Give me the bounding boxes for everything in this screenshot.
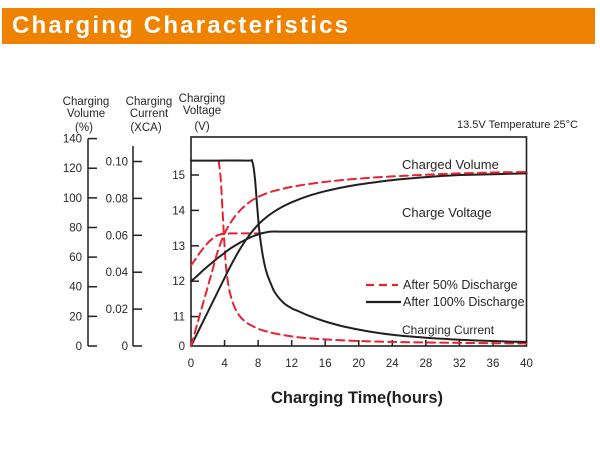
svg-text:Charging: Charging	[179, 93, 226, 105]
curve-charge_voltage_100	[190, 230, 528, 283]
x-tick-label: 0	[188, 358, 194, 370]
current-axis-title: Charging Current (XCA)	[126, 96, 173, 134]
voltage-tick-label: 0	[179, 341, 185, 353]
charge-voltage-label: Charge Voltage	[402, 205, 492, 220]
curve-charging_current_50	[217, 159, 528, 345]
volume-tick-label: 140	[63, 134, 82, 146]
current-tick-label: 0.04	[106, 267, 129, 279]
voltage-tick-label: 12	[172, 276, 185, 288]
volume-tick-label: 100	[63, 193, 82, 205]
page-title: Charging Characteristics	[12, 12, 351, 39]
current-tick-label: 0.10	[106, 157, 128, 169]
x-tick-label: 36	[487, 358, 500, 370]
x-axis-title: Charging Time(hours)	[271, 389, 443, 407]
legend-label-50: After 50% Discharge	[403, 278, 518, 292]
x-tick-label: 8	[255, 358, 261, 370]
charging-current-label: Charging Current	[402, 323, 495, 337]
svg-text:Volume: Volume	[67, 108, 105, 120]
voltage-tick-label: 11	[173, 312, 185, 324]
legend: After 50% Discharge After 100% Discharge	[366, 278, 525, 309]
x-tick-label: 20	[352, 358, 365, 370]
curve-charge_voltage_50	[190, 232, 264, 267]
x-tick-label: 4	[221, 358, 228, 370]
x-tick-label: 32	[453, 358, 466, 370]
svg-text:Current: Current	[130, 108, 169, 120]
current-tick-label: 0.02	[106, 304, 128, 316]
voltage-tick-label: 13	[172, 241, 185, 253]
volume-tick-label: 0	[76, 341, 82, 353]
x-tick-label: 16	[319, 358, 332, 370]
volume-axis-title: Charging Volume (%)	[63, 96, 110, 134]
volume-tick-label: 80	[69, 222, 82, 234]
legend-label-100: After 100% Discharge	[403, 295, 525, 309]
svg-text:Voltage: Voltage	[183, 105, 221, 117]
volume-tick-label: 120	[63, 163, 82, 175]
volume-tick-label: 20	[69, 311, 82, 323]
x-tick-label: 28	[419, 358, 432, 370]
curve-charged_volume_100	[190, 172, 528, 347]
plot-curves	[190, 159, 528, 347]
voltage-tick-label: 15	[172, 170, 185, 182]
header-bar: Charging Characteristics	[2, 8, 595, 44]
charged-volume-label: Charged Volume	[402, 157, 499, 172]
svg-text:(XCA): (XCA)	[130, 122, 161, 134]
x-tick-label: 40	[520, 358, 533, 370]
svg-text:Charging: Charging	[126, 96, 173, 108]
axes-ticks	[87, 137, 494, 347]
voltage-axis-title: Charging Voltage (V)	[179, 93, 226, 133]
curve-charging_current_100	[190, 159, 528, 343]
curve-charged_volume_50	[190, 170, 528, 347]
svg-text:Charging: Charging	[63, 96, 110, 108]
voltage-tick-label: 14	[172, 205, 185, 217]
x-tick-label: 24	[386, 358, 399, 370]
condition-label: 13.5V Temperature 25°C	[457, 119, 578, 131]
svg-text:(V): (V)	[194, 121, 210, 133]
current-tick-label: 0.08	[106, 193, 128, 205]
volume-tick-label: 40	[69, 282, 82, 294]
volume-tick-label: 60	[69, 252, 82, 264]
tick-labels: 1401201008060402000.100.080.060.040.0201…	[63, 134, 533, 370]
current-tick-label: 0.06	[106, 230, 128, 242]
current-tick-label: 0	[122, 341, 128, 353]
svg-text:(%): (%)	[75, 122, 93, 134]
x-tick-label: 12	[285, 358, 298, 370]
